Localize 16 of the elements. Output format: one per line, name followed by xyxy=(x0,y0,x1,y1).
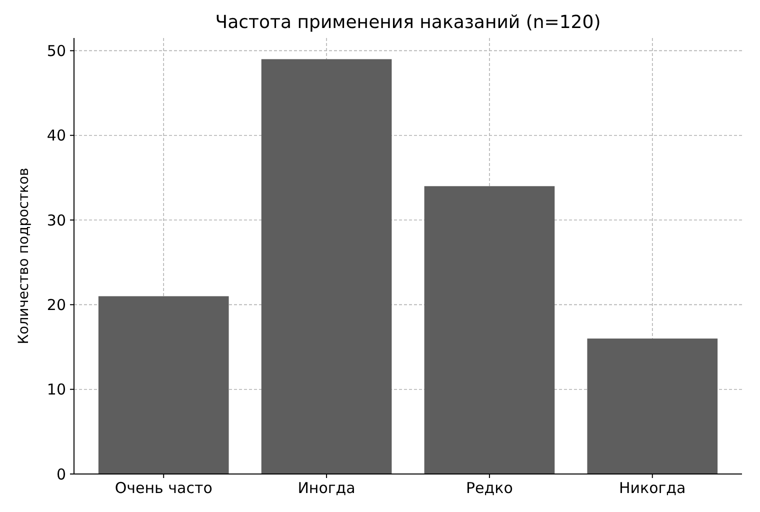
bar xyxy=(98,296,229,474)
y-tick-label: 20 xyxy=(46,296,66,314)
y-tick-label: 10 xyxy=(46,380,66,399)
x-tick-label: Иногда xyxy=(298,479,356,497)
x-tick-label: Очень часто xyxy=(114,479,212,497)
x-tick-label: Никогда xyxy=(619,479,686,497)
bar xyxy=(261,59,392,474)
y-tick-label: 50 xyxy=(46,42,66,60)
y-axis-title: Количество подростков xyxy=(16,168,32,344)
chart-title: Частота применения наказаний (n=120) xyxy=(215,12,601,33)
y-tick-label: 0 xyxy=(56,465,66,484)
y-tick-label: 30 xyxy=(46,211,66,230)
bar xyxy=(424,186,555,474)
bar xyxy=(587,338,718,474)
x-tick-label: Редко xyxy=(466,479,513,497)
y-tick-label: 40 xyxy=(46,126,66,145)
